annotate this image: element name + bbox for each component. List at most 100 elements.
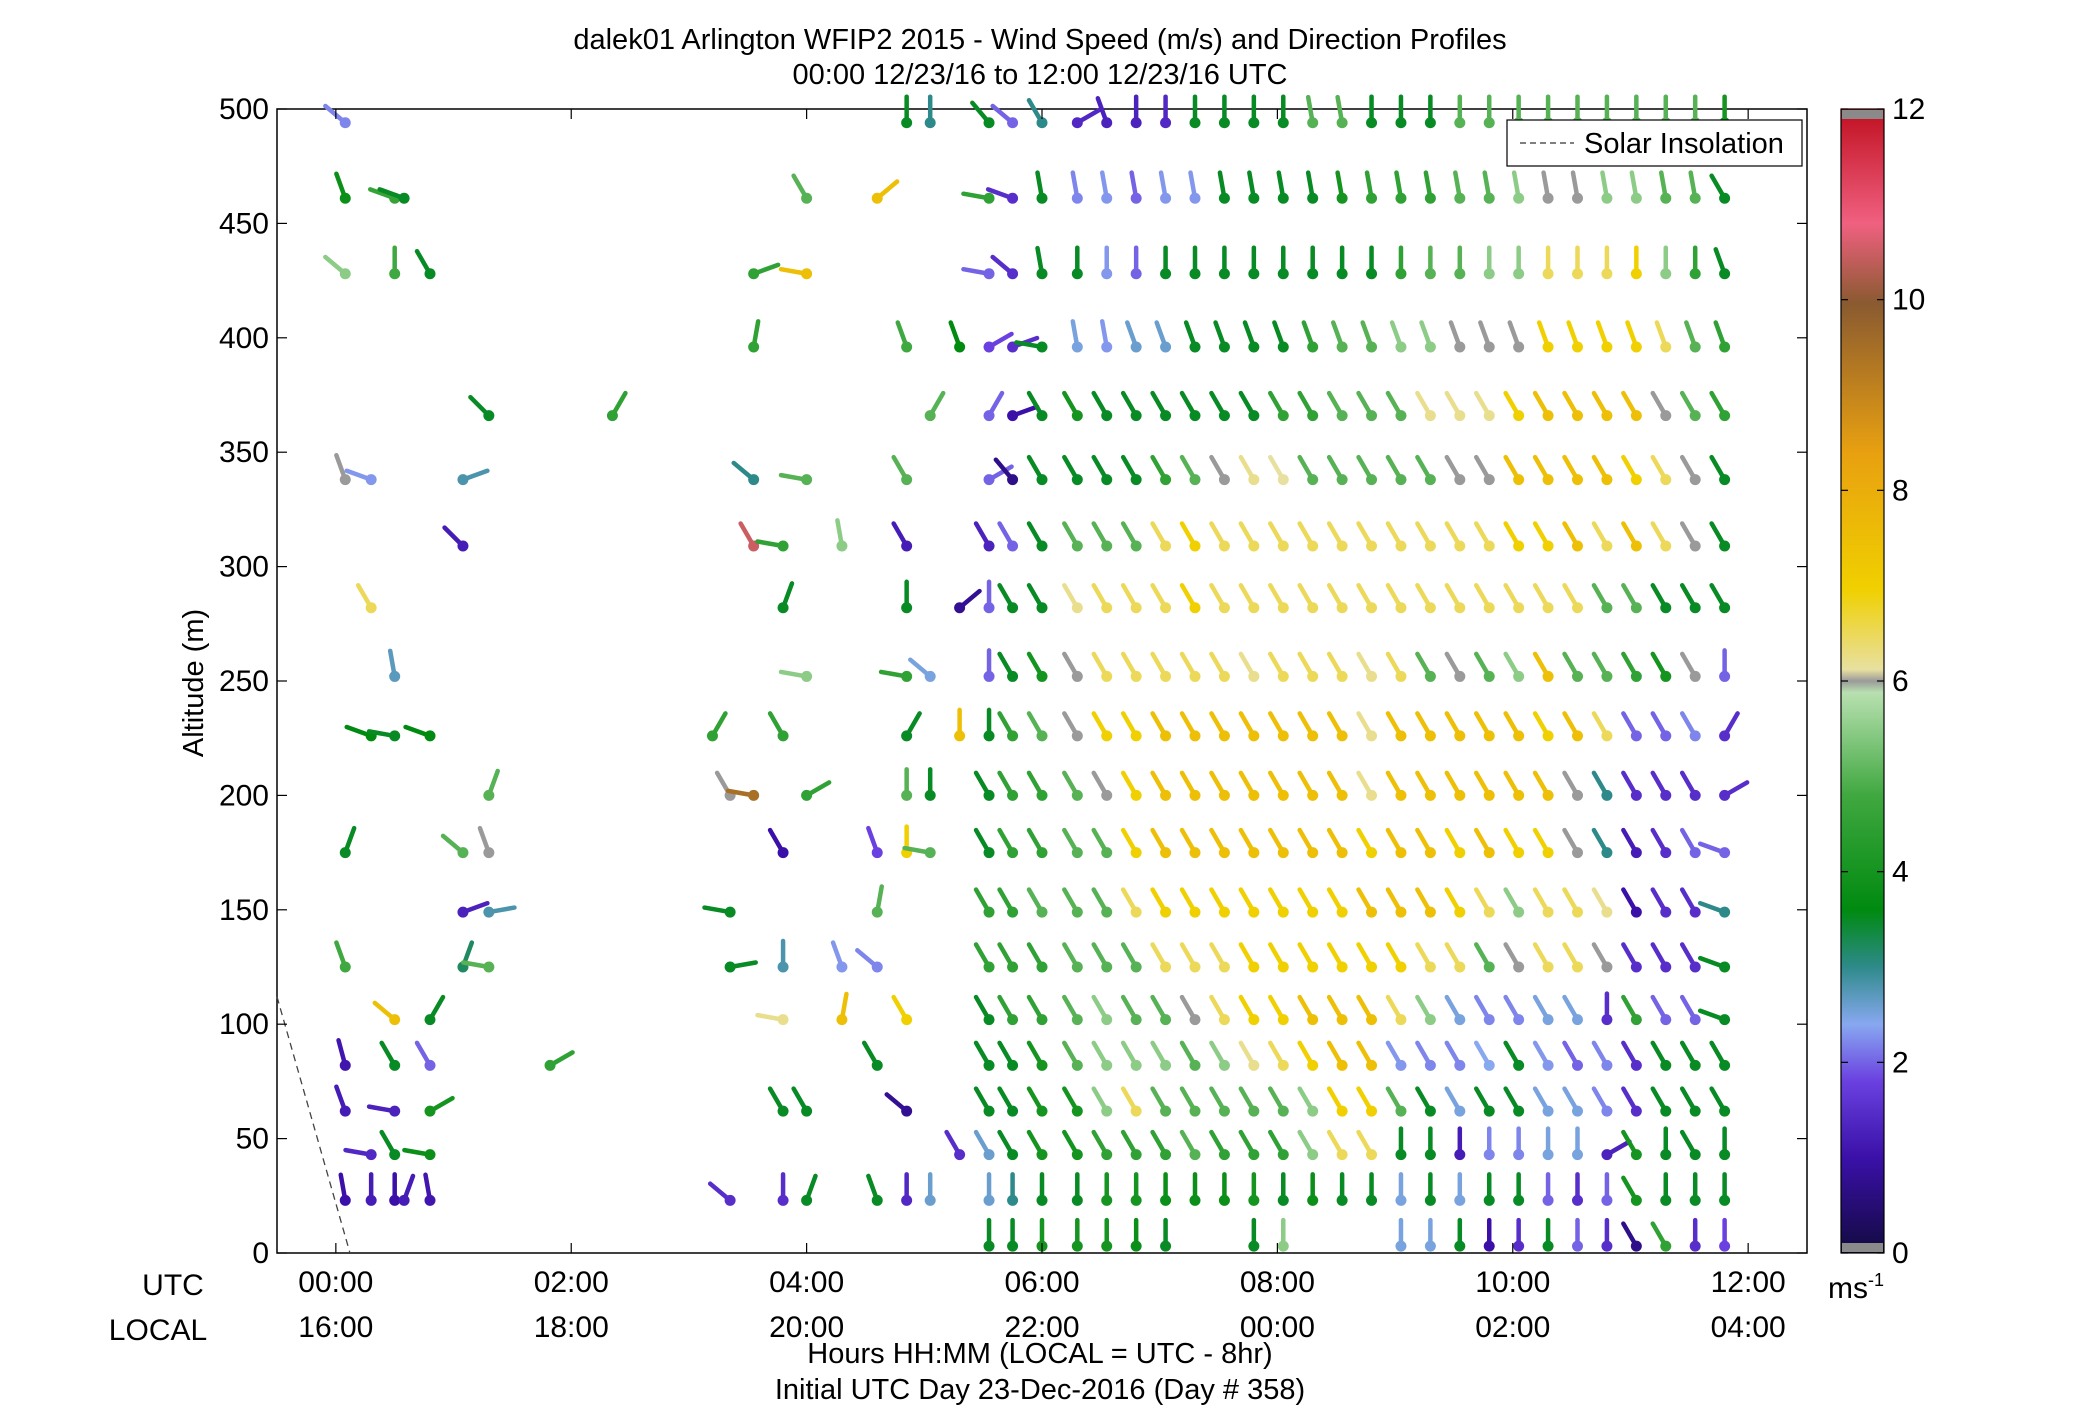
wind-barb-dot: [1248, 789, 1260, 801]
wind-barb-dot: [1071, 602, 1083, 614]
wind-barb-dot: [1719, 670, 1731, 682]
wind-barb-dot: [1454, 192, 1466, 204]
wind-barb-dot: [1071, 192, 1083, 204]
wind-barb: [1483, 1126, 1495, 1161]
wind-barb: [1697, 841, 1731, 859]
wind-barb-dot: [1572, 961, 1583, 973]
y-axis: 0 50 100 150 200 250 300 350 400 450 500: [219, 93, 1807, 1270]
wind-barb-dot: [983, 1149, 995, 1161]
wind-barb-dot: [1689, 1149, 1701, 1161]
wind-barb: [1091, 942, 1113, 973]
wind-barb-dot: [1689, 1105, 1701, 1117]
wind-barb-dot: [1689, 906, 1701, 918]
wind-barb-dot: [1130, 540, 1142, 552]
wind-barb-dot: [1601, 906, 1613, 918]
wind-barb: [1268, 583, 1289, 614]
wind-barb-dot: [1248, 906, 1260, 918]
wind-barb-dot: [1572, 670, 1583, 682]
wind-barb: [1621, 770, 1642, 801]
wind-barb-dot: [983, 474, 995, 486]
wind-barb: [1091, 1040, 1113, 1071]
wind-barb-dot: [1130, 789, 1142, 801]
chart-subtitle: 00:00 12/23/16 to 12:00 12/23/16 UTC: [793, 59, 1288, 91]
wind-barb: [1366, 1172, 1378, 1206]
wind-barb: [1385, 651, 1407, 682]
wind-barb: [973, 942, 995, 973]
wind-barb-dot: [1307, 789, 1319, 801]
wind-barb-dot: [1101, 1014, 1113, 1026]
wind-barb: [1415, 711, 1436, 742]
wind-barb-dot: [954, 602, 966, 614]
x-axis-label: Hours HH:MM (LOCAL = UTC - 8hr): [807, 1338, 1272, 1370]
wind-barb: [973, 1129, 995, 1161]
colorbar-top-cap: [1842, 110, 1883, 119]
wind-barb: [1679, 521, 1701, 552]
wind-barb-dot: [1689, 474, 1701, 486]
wind-barb-dot: [1130, 961, 1142, 973]
solar-insolation-curve: [276, 996, 351, 1254]
wind-barb: [1356, 711, 1378, 742]
wind-barb-dot: [424, 1014, 436, 1026]
wind-barb-dot: [901, 602, 913, 614]
wind-barb-dot: [1218, 474, 1230, 486]
wind-barb: [891, 994, 913, 1026]
wind-barb-dot: [1336, 117, 1348, 129]
wind-barb-dot: [871, 847, 883, 859]
wind-barb-dot: [1630, 847, 1642, 859]
wind-barb: [997, 827, 1019, 859]
wind-barb: [1654, 320, 1672, 353]
wind-barb: [1483, 94, 1495, 129]
wind-barb: [1297, 887, 1319, 918]
wind-barb: [1415, 651, 1436, 682]
wind-barb: [1415, 770, 1436, 801]
wind-barb-dot: [983, 906, 995, 918]
wind-barb-dot: [1130, 906, 1142, 918]
wind-barb-dot: [1542, 906, 1554, 918]
wind-barb: [1335, 170, 1348, 204]
wind-barb: [767, 711, 789, 742]
y-tick-label: 150: [219, 894, 269, 927]
wind-barb: [1679, 1086, 1701, 1117]
wind-barb-dot: [1395, 268, 1407, 280]
wind-barb: [973, 994, 995, 1026]
wind-barb-dot: [1395, 1149, 1407, 1161]
wind-barb-dot: [901, 670, 913, 682]
wind-barb-dot: [1007, 1059, 1019, 1071]
wind-barb: [1679, 390, 1701, 422]
wind-barb: [1188, 170, 1201, 204]
wind-barb-dot: [1660, 1240, 1672, 1252]
wind-barb-dot: [1071, 1014, 1083, 1026]
wind-barb-dot: [1336, 1105, 1348, 1117]
colorbar-tick-label: 10: [1892, 284, 1925, 317]
wind-barb-dot: [1248, 1105, 1260, 1117]
wind-barb-dot: [1307, 670, 1319, 682]
wind-barb: [1532, 651, 1554, 682]
wind-barb-dot: [1277, 540, 1289, 552]
wind-barb: [1689, 245, 1701, 280]
wind-barb: [1444, 583, 1466, 614]
wind-barb: [1336, 245, 1348, 280]
wind-barb-dot: [1007, 906, 1019, 918]
wind-barb-dot: [1071, 670, 1083, 682]
wind-barb: [1719, 1126, 1731, 1161]
wind-barb-dot: [1336, 1194, 1348, 1206]
wind-barb: [997, 583, 1019, 614]
wind-barb: [1091, 994, 1113, 1026]
wind-barb-dot: [1101, 906, 1113, 918]
wind-barb-dot: [1660, 1194, 1672, 1206]
wind-barb-dot: [1630, 410, 1642, 422]
wind-barb: [1650, 994, 1672, 1026]
wind-barb: [1659, 170, 1672, 204]
wind-barb: [1248, 245, 1260, 280]
wind-barb: [1062, 942, 1083, 973]
wind-barb-dot: [1689, 410, 1701, 422]
wind-barb-dot: [483, 410, 495, 422]
wind-barb-dot: [339, 847, 351, 859]
wind-barb-dot: [983, 410, 995, 422]
wind-barb-dot: [1601, 1194, 1613, 1206]
wind-barb: [1679, 651, 1701, 682]
wind-barb: [1297, 1040, 1319, 1071]
wind-barb: [1307, 1172, 1319, 1206]
wind-barb-dot: [1189, 1194, 1201, 1206]
wind-barb-dot: [1336, 410, 1348, 422]
